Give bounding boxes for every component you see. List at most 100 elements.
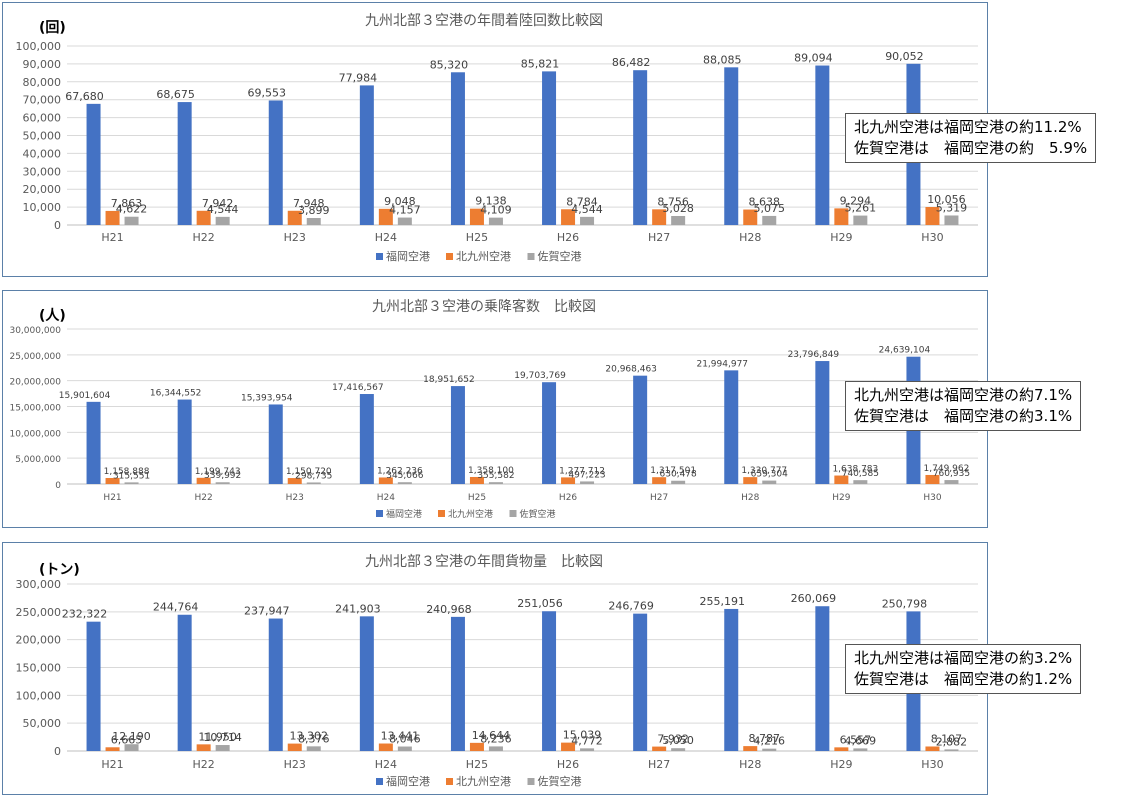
data-label: 7,942 [202, 197, 234, 210]
bar [488, 746, 503, 751]
bar [469, 742, 484, 751]
data-label: 14,644 [472, 729, 511, 742]
y-tick-label: 40,000 [23, 147, 62, 160]
data-label: 355,582 [477, 471, 514, 481]
bar [378, 208, 393, 225]
bar [762, 480, 777, 484]
bar [378, 743, 393, 751]
y-tick-label: 50,000 [23, 130, 62, 143]
bar [306, 746, 321, 751]
data-label: 8,638 [749, 196, 781, 209]
data-label: 8,236 [480, 732, 512, 745]
bar [542, 382, 557, 484]
data-label: 6,557 [840, 733, 872, 746]
bar [652, 746, 667, 751]
bar [925, 206, 940, 225]
bar [268, 618, 283, 751]
bar [177, 614, 192, 751]
x-tick-label: H25 [468, 493, 486, 503]
bar [86, 103, 101, 225]
x-tick-label: H22 [195, 493, 213, 503]
y-tick-label: 200,000 [16, 634, 62, 647]
x-tick-label: H23 [284, 758, 306, 771]
y-tick-label: 100,000 [16, 40, 62, 53]
data-label: 4,157 [389, 204, 421, 217]
bar [287, 743, 302, 751]
y-tick-label: 10,000 [23, 201, 62, 214]
data-label: 21,994,977 [696, 359, 748, 369]
x-tick-label: H22 [193, 231, 215, 244]
bar [306, 482, 321, 484]
bar [359, 616, 374, 751]
data-label: 760,935 [933, 469, 970, 479]
data-label: 1,638,783 [832, 465, 878, 475]
bar [815, 65, 830, 225]
y-tick-label: 30,000 [23, 165, 62, 178]
x-tick-label: H22 [193, 758, 215, 771]
bar [743, 477, 758, 484]
x-tick-label: H29 [830, 231, 852, 244]
data-label: 13,302 [290, 730, 329, 743]
bar [724, 608, 739, 751]
bar [580, 748, 595, 751]
bar [944, 215, 959, 225]
passengers-unit-label: (人) [39, 308, 66, 324]
data-label: 260,069 [791, 592, 837, 605]
data-label: 19,703,769 [514, 371, 566, 381]
bar [124, 482, 139, 484]
data-label: 315,551 [113, 471, 150, 481]
y-tick-label: 60,000 [23, 112, 62, 125]
cargo-chart-panel: 九州北部３空港の年間貨物量 比較図 0 50,000 100,000 150,000 20… [2, 542, 1082, 795]
y-tick-label: 70,000 [23, 94, 62, 107]
legend-swatch [438, 510, 445, 517]
x-tick-label: H24 [375, 758, 397, 771]
landings-chart: 九州北部３空港の年間着陸回数比較図 0 10,000 20,000 30,000 40,0… [16, 13, 978, 263]
bar [561, 209, 576, 225]
bar [633, 375, 648, 484]
data-label: 4,216 [754, 735, 786, 748]
data-label: 67,680 [65, 90, 104, 103]
data-label: 4,544 [571, 203, 603, 216]
bar [815, 606, 830, 751]
bar [469, 476, 484, 484]
bar [834, 747, 849, 751]
data-label: 1,199,743 [195, 467, 241, 477]
bar [762, 748, 777, 751]
bar [853, 215, 868, 225]
data-label: 69,553 [248, 87, 287, 100]
bar [397, 746, 412, 751]
bar [359, 394, 374, 484]
bar [580, 481, 595, 484]
landings-unit-label: (回) [39, 20, 66, 36]
data-label: 244,764 [153, 601, 199, 614]
x-tick-label: H26 [559, 493, 577, 503]
legend-label: 福岡空港 [386, 249, 430, 263]
x-tick-label: H23 [286, 493, 304, 503]
data-label: 24,639,104 [879, 346, 931, 356]
y-tick-label: 90,000 [23, 58, 62, 71]
data-label: 16,344,552 [150, 389, 202, 399]
y-tick-label: 80,000 [23, 76, 62, 89]
bar [177, 102, 192, 225]
legend-swatch [376, 778, 383, 785]
data-label: 5,050 [662, 734, 694, 747]
bar [450, 72, 465, 226]
data-label: 90,052 [885, 50, 924, 63]
data-label: 237,947 [244, 605, 290, 618]
x-tick-label: H25 [466, 758, 488, 771]
chart-title: 九州北部３空港の年間着陸回数比較図 [365, 13, 603, 29]
data-label: 4,669 [845, 734, 877, 747]
legend-label: 福岡空港 [386, 508, 422, 520]
x-tick-label: H28 [739, 758, 761, 771]
bar [743, 746, 758, 751]
bar [287, 210, 302, 225]
y-tick-label: 25,000,000 [9, 352, 61, 362]
data-label: 240,968 [426, 603, 472, 616]
data-label: 85,320 [430, 58, 469, 71]
data-label: 497,223 [568, 470, 605, 480]
data-label: 1,330,777 [741, 466, 787, 476]
data-label: 3,899 [298, 204, 330, 217]
data-label: 5,028 [662, 202, 694, 215]
data-label: 246,769 [608, 600, 654, 613]
bar [105, 478, 120, 484]
